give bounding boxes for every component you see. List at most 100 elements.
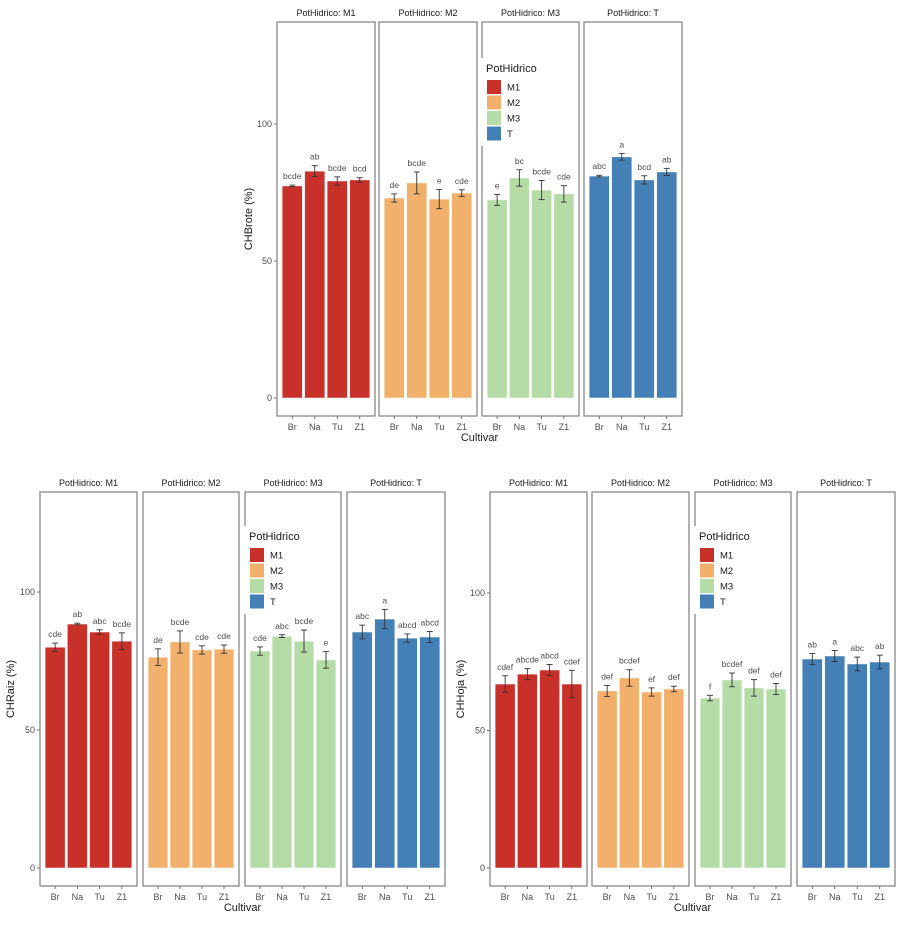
legend-swatch-M1 xyxy=(250,548,264,562)
significance-letter: bcd xyxy=(353,164,367,174)
bar xyxy=(169,641,191,869)
x-tick-label: Na xyxy=(276,892,288,902)
x-tick-label: Z1 xyxy=(354,422,365,432)
bar xyxy=(406,182,428,399)
bar xyxy=(249,650,271,869)
legend-label-T: T xyxy=(720,597,726,608)
y-tick-label: 100 xyxy=(20,587,35,597)
facet-panel-M2: PotHidrico: M2 de Br bcde Na e Tu cde Z1 xyxy=(378,8,478,432)
panel-border xyxy=(694,491,792,887)
facet-panel-M3: PotHidrico: M3 e Br bc Na bcde Tu cde Z1 xyxy=(481,8,580,432)
x-tick-label: Tu xyxy=(647,892,657,902)
facet-panel-M3: PotHidrico: M3 f Br bcdef Na def Tu def Z1 xyxy=(694,478,792,902)
legend-swatch-M1 xyxy=(700,548,714,562)
x-tick-label: Br xyxy=(808,892,817,902)
bar xyxy=(509,177,530,399)
legend-swatch-T xyxy=(250,594,264,609)
facet-panel-M2: PotHidrico: M2 def Br bcdef Na ef Tu def Z1 xyxy=(591,478,690,902)
x-tick-label: Br xyxy=(154,892,163,902)
significance-letter: abcde xyxy=(516,655,539,665)
legend-swatch-T xyxy=(487,126,501,141)
bar xyxy=(743,687,765,869)
x-tick-label: Tu xyxy=(749,892,759,902)
x-tick-label: Na xyxy=(514,422,526,432)
x-tick-label: Z1 xyxy=(117,892,128,902)
bar xyxy=(486,199,508,399)
significance-letter: abc xyxy=(355,611,369,621)
x-tick-label: Z1 xyxy=(567,892,578,902)
significance-letter: def xyxy=(601,671,613,681)
x-tick-label: Tu xyxy=(197,892,207,902)
legend-label-T: T xyxy=(270,597,276,608)
significance-letter: ab xyxy=(808,640,818,650)
y-tick-label: 0 xyxy=(267,393,272,403)
legend-title: PotHidrico xyxy=(486,63,537,75)
legend-swatch-M3 xyxy=(250,579,264,593)
legend-title: PotHidrico xyxy=(699,531,750,543)
legend-label-M3: M3 xyxy=(270,582,283,593)
legend-label-M1: M1 xyxy=(720,551,733,562)
y-tick-label: 100 xyxy=(470,588,485,598)
legend-swatch-M3 xyxy=(700,579,714,593)
x-tick-label: Na xyxy=(616,422,628,432)
facet-panel-T: PotHidrico: T abc Br a Na abcd Tu abcd Z1 xyxy=(346,478,446,902)
x-tick-label: Tu xyxy=(95,892,105,902)
bar xyxy=(304,170,326,399)
x-tick-label: Z1 xyxy=(669,892,680,902)
y-axis-title: CHRaiz (%) xyxy=(5,660,17,718)
significance-letter: bcde xyxy=(171,617,190,627)
bar xyxy=(869,661,891,869)
x-tick-label: Br xyxy=(706,892,715,902)
x-tick-label: Z1 xyxy=(424,892,435,902)
significance-letter: e xyxy=(495,180,500,190)
significance-letter: bcde xyxy=(113,619,132,629)
facet-strip-label: PotHidrico: M2 xyxy=(398,8,457,18)
x-tick-label: Na xyxy=(829,892,841,902)
significance-letter: bc xyxy=(515,156,525,166)
legend-swatch-M2 xyxy=(700,563,714,578)
facet-panel-M3: PotHidrico: M3 cde Br abc Na bcde Tu e Z1 xyxy=(244,478,342,902)
x-tick-label: Br xyxy=(390,422,399,432)
panel-border xyxy=(796,491,896,887)
facet-panel-M2: PotHidrico: M2 de Br bcde Na cde Tu cde Z1 xyxy=(142,478,240,902)
bar xyxy=(663,688,685,869)
bar xyxy=(383,197,405,399)
significance-letter: cdef xyxy=(497,662,514,672)
significance-letter: e xyxy=(324,638,329,648)
x-tick-label: Tu xyxy=(299,892,309,902)
significance-letter: cde xyxy=(48,629,62,639)
bar xyxy=(553,193,575,399)
panel-border xyxy=(481,21,580,417)
significance-letter: bcdef xyxy=(619,656,640,666)
significance-letter: bcd xyxy=(637,162,651,172)
panel-border xyxy=(142,491,240,887)
chart-raiz: 0 50 100 CHRaiz (%) Cultivar PotHidrico: M1 cd… xyxy=(5,478,446,914)
legend-swatch-M2 xyxy=(250,563,264,578)
x-tick-label: Tu xyxy=(537,422,547,432)
bar xyxy=(349,179,371,399)
significance-letter: a xyxy=(382,595,387,605)
facet-panel-M1: PotHidrico: M1 bcde Br ab Na bcde Tu bcd Z1 xyxy=(276,8,376,432)
y-tick-label: 0 xyxy=(30,863,35,873)
bar xyxy=(351,631,373,869)
y-tick-label: 0 xyxy=(480,863,485,873)
facet-panel-M1: PotHidrico: M1 cdef Br abcde Na abcd Tu cdef Z1 xyxy=(489,478,588,902)
x-tick-label: Br xyxy=(501,892,510,902)
bar xyxy=(315,659,337,869)
significance-letter: ab xyxy=(310,152,320,162)
legend-label-M2: M2 xyxy=(270,566,283,577)
x-tick-label: Na xyxy=(72,892,84,902)
facet-strip-label: PotHidrico: T xyxy=(820,478,872,488)
bar xyxy=(147,656,169,869)
x-tick-label: Br xyxy=(358,892,367,902)
y-tick-label: 50 xyxy=(25,725,35,735)
bar xyxy=(44,646,66,869)
significance-letter: ab xyxy=(73,609,83,619)
significance-letter: bcde xyxy=(532,166,551,176)
bar xyxy=(191,649,213,869)
x-tick-label: Tu xyxy=(332,422,342,432)
x-tick-label: Tu xyxy=(402,892,412,902)
legend-label-M3: M3 xyxy=(720,582,733,593)
bar xyxy=(699,697,721,869)
bar xyxy=(801,658,823,869)
